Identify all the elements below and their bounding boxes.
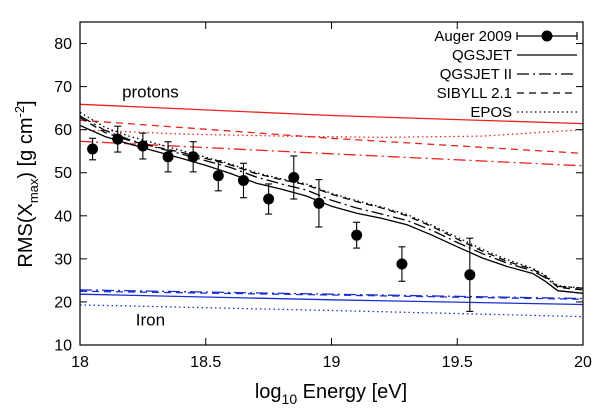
y-axis-title-prefix: RMS(X	[15, 203, 37, 267]
series-iron-dashdot	[80, 289, 583, 300]
data-point	[396, 258, 408, 270]
series-iron-dotted	[80, 304, 583, 318]
x-tick-label: 18.5	[190, 354, 221, 371]
model-lines	[80, 103, 583, 318]
legend-label-qgsjet: QGSJET	[452, 47, 512, 64]
data-point	[263, 193, 275, 205]
data-point	[162, 151, 174, 163]
legend-label-epos: EPOS	[470, 104, 512, 121]
y-axis-title-suffix: ]	[15, 100, 37, 106]
y-axis-title-sup: -2	[12, 106, 27, 118]
series-proton-solid	[80, 103, 583, 125]
series-data-solid	[80, 124, 583, 294]
y-tick-label: 40	[54, 208, 72, 225]
x-tick-label: 19	[323, 354, 341, 371]
series-iron-solid	[80, 293, 583, 306]
y-tick-label: 30	[54, 251, 72, 268]
y-tick-label: 60	[54, 122, 72, 139]
data-point	[137, 140, 149, 152]
legend-label-qgsjet2: QGSJET II	[440, 66, 512, 83]
y-axis-title-sub: max	[26, 178, 41, 203]
y-tick-label: 20	[54, 294, 72, 311]
series-proton-dashed	[80, 119, 583, 155]
protons-label: protons	[122, 82, 179, 101]
data-point	[237, 174, 249, 186]
x-axis-title-suffix: Energy [eV]	[297, 381, 407, 403]
y-axis-title: RMS(Xmax) [g cm-2]	[12, 100, 41, 267]
legend-swatch-auger-marker	[541, 30, 553, 42]
legend-label-sibyll: SIBYLL 2.1	[437, 85, 512, 102]
x-axis-title-sub: 10	[282, 391, 298, 407]
data-point	[351, 229, 363, 241]
data-point	[313, 197, 325, 209]
data-point	[87, 143, 99, 155]
series-proton-dashdot	[80, 140, 583, 167]
series-proton-dotted	[80, 129, 583, 139]
y-tick-label: 10	[54, 338, 72, 355]
x-tick-label: 20	[574, 354, 592, 371]
data-point	[212, 170, 224, 182]
legend-label-auger: Auger 2009	[434, 28, 512, 45]
x-tick-label: 18	[71, 354, 89, 371]
y-tick-label: 80	[54, 36, 72, 53]
iron-label: Iron	[136, 311, 165, 330]
y-tick-label: 50	[54, 165, 72, 182]
y-tick-label: 70	[54, 79, 72, 96]
auger-data-points	[87, 125, 476, 312]
data-point	[187, 151, 199, 163]
legend: Auger 2009 QGSJET QGSJET II SIBYLL 2.1 E…	[434, 28, 578, 121]
x-tick-label: 19.5	[442, 354, 473, 371]
series-data-dashed	[80, 117, 583, 291]
data-point	[288, 171, 300, 183]
data-point	[112, 133, 124, 145]
x-axis-title: log10 Energy [eV]	[255, 381, 407, 407]
x-axis-title-prefix: log	[255, 381, 282, 403]
y-axis-title-middle: ) [g cm	[15, 117, 37, 178]
axis-ticks: 18 18.5 19 19.5 20 10 20 30 40 50 60 70 80	[54, 22, 592, 371]
data-point	[464, 269, 476, 281]
series-data-dashdot	[80, 115, 583, 289]
